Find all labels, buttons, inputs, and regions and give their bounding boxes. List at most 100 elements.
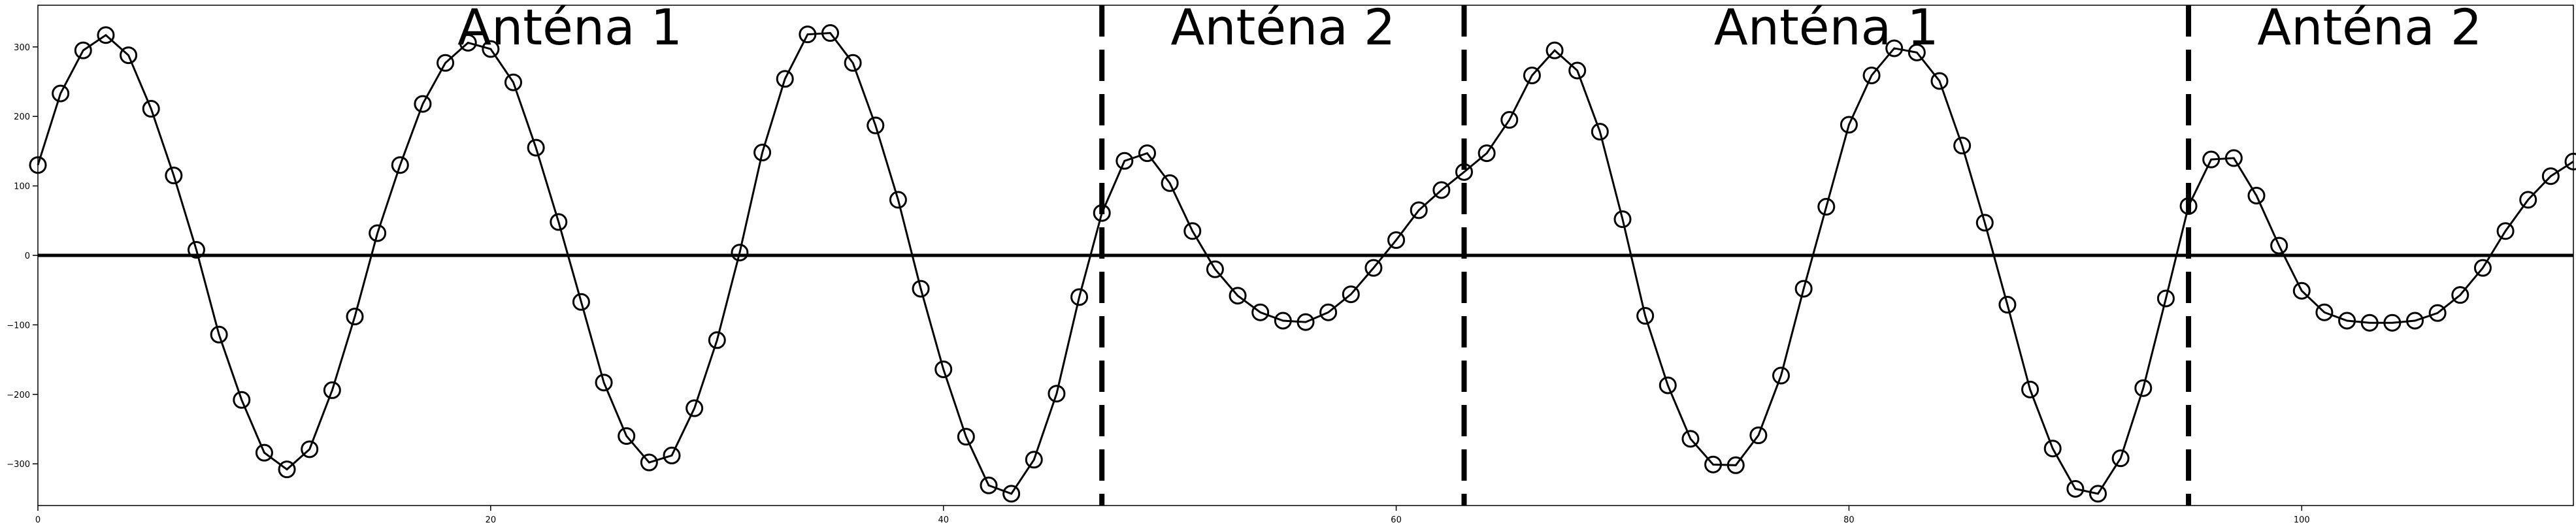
- data-point: [1432, 181, 1451, 199]
- data-point: [1115, 152, 1134, 170]
- data-point: [2247, 187, 2266, 205]
- data-point: [2089, 485, 2107, 503]
- x-tick-label: 0: [35, 515, 41, 525]
- x-tick-label: 60: [1391, 515, 1402, 525]
- data-point: [1070, 288, 1089, 306]
- data-point: [1161, 174, 1179, 192]
- data-point: [1953, 137, 1972, 155]
- data-point: [934, 360, 953, 378]
- data-point: [1885, 39, 1904, 57]
- antenna-label: Anténa 1: [457, 0, 682, 56]
- data-point: [2202, 150, 2221, 169]
- data-point: [2111, 449, 2130, 468]
- data-point: [2270, 236, 2288, 255]
- data-point: [1229, 287, 1247, 305]
- data-point: [1772, 366, 1790, 385]
- data-point: [1907, 43, 1926, 61]
- data-point: [414, 95, 432, 113]
- data-point: [1274, 312, 1292, 330]
- data-point: [2179, 197, 2198, 215]
- data-point: [1410, 201, 1428, 219]
- data-point: [1613, 210, 1632, 229]
- data-point: [1862, 66, 1881, 84]
- y-tick-label: −100: [7, 321, 30, 330]
- data-point: [1455, 163, 1473, 181]
- data-point: [1998, 296, 2017, 314]
- data-point: [1093, 204, 1111, 222]
- data-point: [1500, 111, 1519, 129]
- data-point: [482, 40, 500, 58]
- x-tick-label: 80: [1843, 515, 1855, 525]
- data-point: [2043, 440, 2062, 458]
- data-point: [437, 54, 455, 72]
- data-point: [1387, 231, 1406, 249]
- x-tick-label: 20: [486, 515, 497, 525]
- data-point: [844, 54, 862, 72]
- data-point: [867, 116, 885, 135]
- data-point: [323, 381, 341, 399]
- data-point: [2428, 304, 2447, 322]
- antenna-labels: Anténa 1 Anténa 2 Anténa 1 Anténa 2: [457, 0, 2482, 56]
- data-point: [1636, 307, 1655, 325]
- y-tick-label: 100: [14, 182, 30, 192]
- y-tick-label: 300: [14, 43, 30, 53]
- data-point: [708, 331, 726, 349]
- data-point: [663, 446, 681, 464]
- data-point: [1025, 451, 1043, 469]
- data-point: [278, 460, 296, 479]
- data-point: [2134, 379, 2153, 397]
- y-tick-label: −300: [7, 460, 30, 470]
- data-point: [1794, 280, 1813, 298]
- data-point: [301, 440, 319, 459]
- data-point: [1138, 144, 1156, 163]
- data-point: [776, 70, 794, 88]
- data-point: [1523, 66, 1541, 84]
- data-point: [2338, 312, 2356, 330]
- series-line: [37, 32, 2574, 495]
- data-point: [233, 391, 251, 409]
- data-point: [2360, 314, 2379, 332]
- data-point: [1726, 456, 1745, 474]
- data-point: [52, 84, 70, 103]
- data-point: [346, 308, 364, 326]
- data-point: [504, 73, 522, 91]
- axes: −300 −200 −100 0 100 200 300 0 20 40 60 80 100: [7, 5, 2574, 525]
- data-point: [889, 191, 907, 209]
- data-point: [1342, 285, 1360, 304]
- data-point: [1002, 485, 1021, 503]
- data-point: [1930, 72, 1949, 90]
- data-point: [391, 156, 409, 174]
- data-point: [980, 476, 998, 494]
- data-point: [731, 244, 749, 262]
- data-point: [1183, 222, 1202, 240]
- data-point: [2564, 152, 2576, 170]
- data-point: [572, 293, 590, 311]
- data-point: [550, 213, 568, 231]
- y-tick-label: 0: [25, 251, 30, 261]
- data-point: [369, 224, 387, 242]
- data-point: [459, 33, 477, 52]
- y-tick-label: 200: [14, 112, 30, 122]
- data-point: [595, 374, 613, 392]
- data-point: [618, 427, 636, 445]
- data-point: [188, 240, 205, 259]
- x-tick-label: 40: [938, 515, 949, 525]
- data-point: [1296, 313, 1315, 331]
- data-point: [2406, 312, 2424, 330]
- data-point: [1251, 303, 1270, 321]
- data-point: [120, 46, 138, 65]
- data-point: [255, 443, 273, 462]
- data-point: [2473, 259, 2492, 277]
- data-point: [1840, 116, 1858, 134]
- data-point: [2451, 286, 2469, 304]
- data-point: [2315, 303, 2334, 321]
- data-point: [1659, 376, 1677, 394]
- series-layer: [29, 24, 2576, 503]
- data-point: [1704, 455, 1723, 474]
- antenna-label: Anténa 2: [1170, 0, 1395, 56]
- data-point: [1048, 385, 1066, 403]
- data-point: [2292, 282, 2311, 300]
- data-point: [799, 25, 817, 44]
- data-point: [1681, 430, 1700, 448]
